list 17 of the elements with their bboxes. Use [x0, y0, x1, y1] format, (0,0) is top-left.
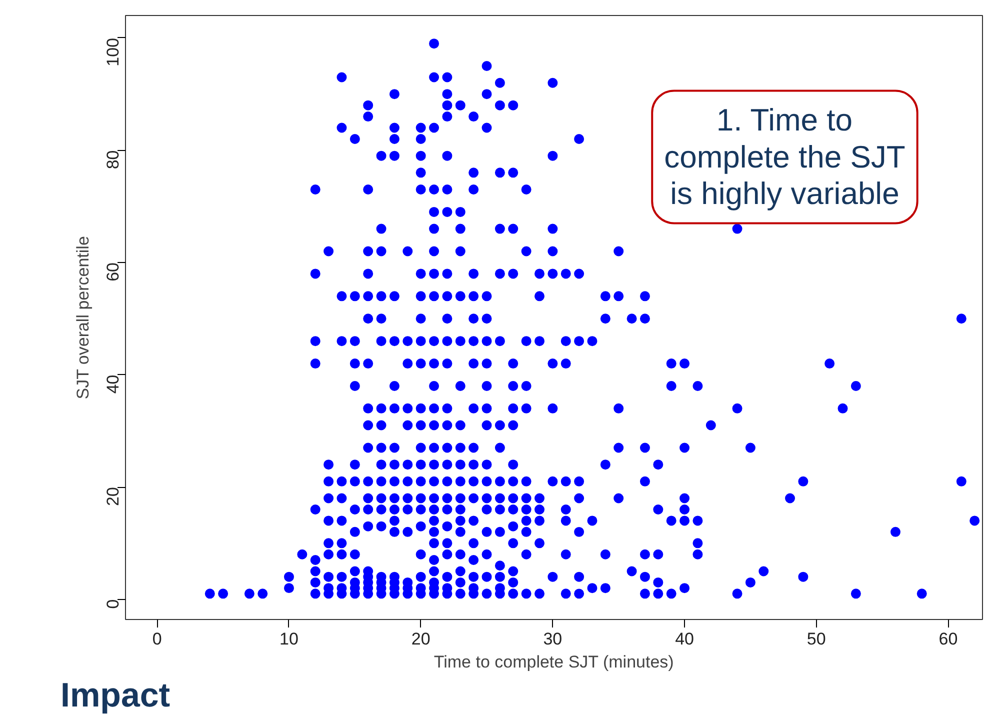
x-tick-label: 10: [280, 630, 298, 648]
y-tick-label: 80: [104, 150, 122, 170]
x-axis-title: Time to complete SJT (minutes): [434, 652, 674, 672]
x-tick-label: 40: [675, 630, 694, 648]
text: Impact: [60, 676, 170, 714]
x-tick-label: 50: [806, 630, 826, 648]
x-tick-label: 20: [411, 630, 430, 648]
y-tick-label: 20: [104, 487, 122, 506]
y-tick-label: 0: [104, 599, 122, 609]
y-tick-label: 40: [104, 374, 122, 394]
y-tick-label: 100: [104, 38, 122, 66]
x-tick-label: 60: [938, 630, 958, 648]
y-axis-title: SJT overall percentile: [74, 236, 92, 400]
y-tick-label: 60: [104, 262, 122, 282]
x-tick-label: 30: [543, 630, 562, 648]
annotation: 1. Time to complete the SJT is highly variable: [664, 102, 906, 212]
x-tick-label: 0: [152, 630, 162, 648]
